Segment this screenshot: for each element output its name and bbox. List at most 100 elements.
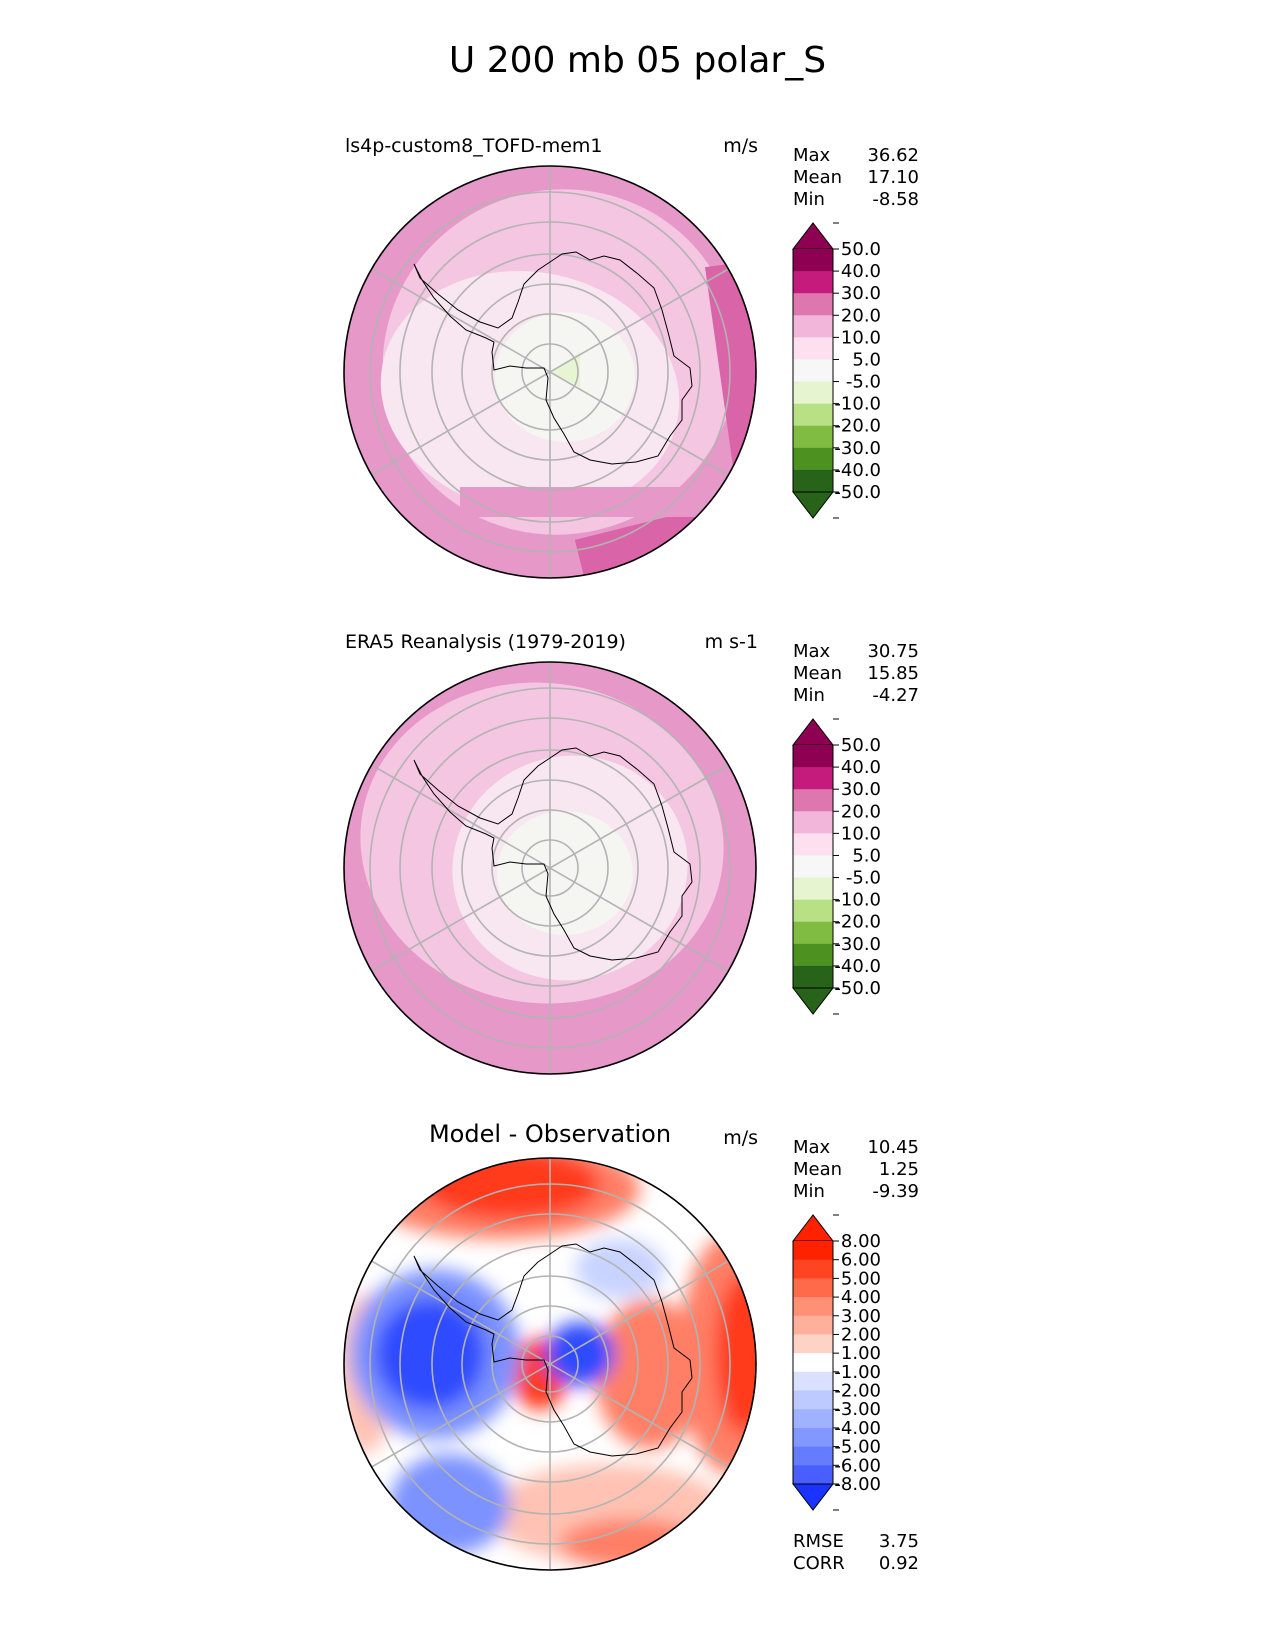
panel-3-units: m/s <box>723 1127 758 1149</box>
panel-3-stat-mean-label: Mean <box>793 1159 843 1180</box>
panel-2-map-boundary <box>343 661 757 1075</box>
colorbar-swatch-9 <box>793 1390 833 1410</box>
panel-2-stat-max: Max 30.75 <box>793 641 919 662</box>
panel-2-stat-mean-label: Mean <box>793 663 843 684</box>
colorbar-extend-min <box>791 987 835 1015</box>
colorbar-swatch-10 <box>793 447 833 471</box>
panel-2-stat-mean: Mean 15.85 <box>793 663 919 684</box>
colorbar-swatch-4 <box>793 811 833 834</box>
panel-1-map-field <box>344 166 756 578</box>
colorbar-tick-label-11: -40.0 <box>834 956 881 977</box>
colorbar-swatch-2 <box>793 1259 833 1279</box>
panel-2-stat-max-label: Max <box>793 641 831 662</box>
colorbar-swatch-6 <box>793 1334 833 1354</box>
panel-2-stat-min-value: -4.27 <box>872 685 919 706</box>
colorbar-tick-label-8: -10.0 <box>834 890 881 911</box>
panel-3-stat-mean: Mean 1.25 <box>793 1159 919 1180</box>
field-jet-east <box>704 258 756 476</box>
colorbar-swatch-3 <box>793 789 833 812</box>
colorbar-extend-min <box>791 491 835 519</box>
colorbar-swatch-7 <box>793 877 833 901</box>
colorbar-extend-max <box>791 1214 835 1242</box>
colorbar-tick-label-8: -10.0 <box>834 394 881 415</box>
field-pole-region <box>497 811 633 935</box>
colorbar-tick-label-9: -20.0 <box>834 416 881 437</box>
panel-2-stat-max-value: 30.75 <box>867 641 919 662</box>
anomaly-southwest-blue <box>390 1454 510 1554</box>
colorbar-swatch-13 <box>793 1465 833 1485</box>
colorbar-tick-label-10: -30.0 <box>834 934 881 955</box>
panel-1-stat-min-label: Min <box>793 189 825 210</box>
panel-1-stat-mean-label: Mean <box>793 167 843 188</box>
colorbar-tick-label-5: 3.00 <box>841 1306 881 1327</box>
anomaly-west-blue-core <box>375 1299 485 1409</box>
colorbar-swatch-8 <box>793 899 833 923</box>
colorbar-tick-label-7: -5.0 <box>846 372 881 393</box>
colorbar-tick-label-10: -3.00 <box>834 1399 881 1420</box>
panel-3-stat-rmse-label: RMSE <box>793 1531 844 1552</box>
colorbar-swatch-1 <box>793 249 833 272</box>
colorbar-tick-label-12: -5.00 <box>834 1437 881 1458</box>
panel-1-stat-max-label: Max <box>793 145 831 166</box>
colorbar-tick-label-12: -50.0 <box>834 482 881 503</box>
panel-1-stat-min: Min -8.58 <box>793 189 919 210</box>
colorbar-swatch-7 <box>793 1353 833 1373</box>
panel-1-stat-mean: Mean 17.10 <box>793 167 919 188</box>
colorbar-swatch-11 <box>793 469 833 493</box>
panel-1-map-boundary <box>343 165 757 579</box>
colorbar-swatch-6 <box>793 855 833 879</box>
colorbar-extend-min <box>791 1483 835 1511</box>
colorbar-swatch-10 <box>793 1409 833 1429</box>
panel-1-title: ls4p-custom8_TOFD-mem1 <box>345 135 603 157</box>
colorbar-frame <box>792 249 834 492</box>
colorbar-extend-max <box>791 222 835 250</box>
colorbar-tick-label-6: 5.0 <box>852 845 881 866</box>
colorbar-swatch-5 <box>793 337 833 360</box>
colorbar-swatch-9 <box>793 921 833 945</box>
colorbar-tick-label-4: 20.0 <box>841 305 881 326</box>
colorbar-tick-label-9: -20.0 <box>834 912 881 933</box>
anomaly-pole-blue <box>545 1322 615 1386</box>
colorbar-swatch-8 <box>793 403 833 427</box>
colorbar-swatch-6 <box>793 359 833 383</box>
colorbar-swatch-3 <box>793 293 833 316</box>
panel-2-units: m s-1 <box>704 631 758 653</box>
panel-3-stat-min-value: -9.39 <box>872 1181 919 1202</box>
antarctica-coastline <box>413 747 693 961</box>
colorbar-tick-label-3: 30.0 <box>841 779 881 800</box>
antarctica-coastline <box>413 251 693 465</box>
panel-3-stat-corr-label: CORR <box>793 1553 845 1574</box>
colorbar-tick-label-12: -50.0 <box>834 978 881 999</box>
colorbar-tick-label-11: -4.00 <box>834 1418 881 1439</box>
colorbar-swatch-7 <box>793 381 833 405</box>
colorbar-extend-max <box>791 718 835 746</box>
panel-3-stat-max: Max 10.45 <box>793 1137 919 1158</box>
colorbar-swatch-4 <box>793 315 833 338</box>
colorbar-tick-label-1: 50.0 <box>841 735 881 756</box>
panel-3-title: Model - Observation <box>428 1120 672 1148</box>
colorbar-tick-label-8: -1.00 <box>834 1362 881 1383</box>
colorbar-tick-label-2: 6.00 <box>841 1250 881 1271</box>
colorbar-swatch-3 <box>793 1278 833 1298</box>
colorbar-swatch-11 <box>793 965 833 989</box>
panel-3-stat-max-value: 10.45 <box>867 1137 919 1158</box>
panel-1-stat-max: Max 36.62 <box>793 145 919 166</box>
colorbar-tick-label-14: -8.00 <box>834 1474 881 1495</box>
colorbar-frame <box>792 745 834 988</box>
panel-3-stat-min: Min -9.39 <box>793 1181 919 1202</box>
colorbar-tick-label-3: 5.00 <box>841 1268 881 1289</box>
antarctica-coastline <box>413 1243 693 1457</box>
colorbar-tick-label-4: 20.0 <box>841 801 881 822</box>
colorbar-swatch-1 <box>793 745 833 768</box>
colorbar-tick-label-2: 40.0 <box>841 261 881 282</box>
colorbar-swatch-10 <box>793 943 833 967</box>
panel-3-stat-corr-value: 0.92 <box>878 1553 919 1574</box>
colorbar-tick-label-13: -6.00 <box>834 1455 881 1476</box>
colorbar-tick-label-6: 5.0 <box>852 349 881 370</box>
colorbar-swatch-2 <box>793 271 833 294</box>
panel-2-stat-min-label: Min <box>793 685 825 706</box>
anomaly-center-east-red <box>595 1299 705 1449</box>
colorbar-frame <box>792 1241 834 1484</box>
panel-1-stat-max-value: 36.62 <box>867 145 919 166</box>
